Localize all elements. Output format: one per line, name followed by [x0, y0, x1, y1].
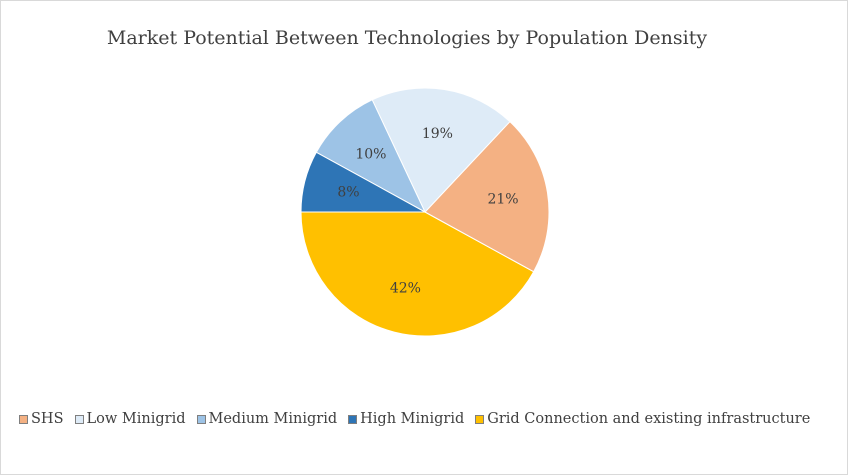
- pie-slice-grid-connection-and-existing-infrastructure: [300, 211, 535, 337]
- data-label-grid-connection-and-existing-infrastructure: 42%: [390, 281, 421, 297]
- legend-item-grid-connection-and-existing-infrastructure: Grid Connection and existing infrastruct…: [475, 411, 810, 427]
- legend-item-shs: SHS: [19, 411, 64, 427]
- legend-swatch: [348, 414, 358, 424]
- legend-swatch: [475, 414, 485, 424]
- pie-slice-low-minigrid: [371, 87, 511, 213]
- legend-label: Grid Connection and existing infrastruct…: [487, 411, 811, 427]
- legend-item-medium-minigrid: Medium Minigrid: [196, 411, 338, 427]
- legend-label: High Minigrid: [360, 411, 465, 427]
- data-label-low-minigrid: 19%: [422, 126, 453, 142]
- data-label-shs: 21%: [487, 192, 518, 208]
- legend-item-low-minigrid: Low Minigrid: [74, 411, 186, 427]
- pie-slice-shs: [424, 120, 550, 273]
- data-label-medium-minigrid: 10%: [355, 146, 386, 162]
- legend-swatch: [19, 414, 28, 424]
- legend-item-high-minigrid: High Minigrid: [348, 411, 464, 427]
- pie-slice-high-minigrid: [300, 151, 426, 213]
- legend-label: Low Minigrid: [86, 411, 186, 427]
- legend-swatch: [196, 414, 206, 424]
- legend-label: SHS: [31, 411, 64, 427]
- pie-chart: 42% 21% 19% 10% 8%: [300, 87, 550, 337]
- pie-slice-medium-minigrid: [315, 99, 427, 214]
- data-label-high-minigrid: 8%: [337, 184, 359, 200]
- legend: SHS Low Minigrid Medium Minigrid High Minig…: [19, 411, 839, 427]
- chart-title: Market Potential Between Technologies by…: [106, 27, 708, 49]
- legend-swatch: [74, 414, 84, 424]
- legend-label: Medium Minigrid: [208, 411, 338, 427]
